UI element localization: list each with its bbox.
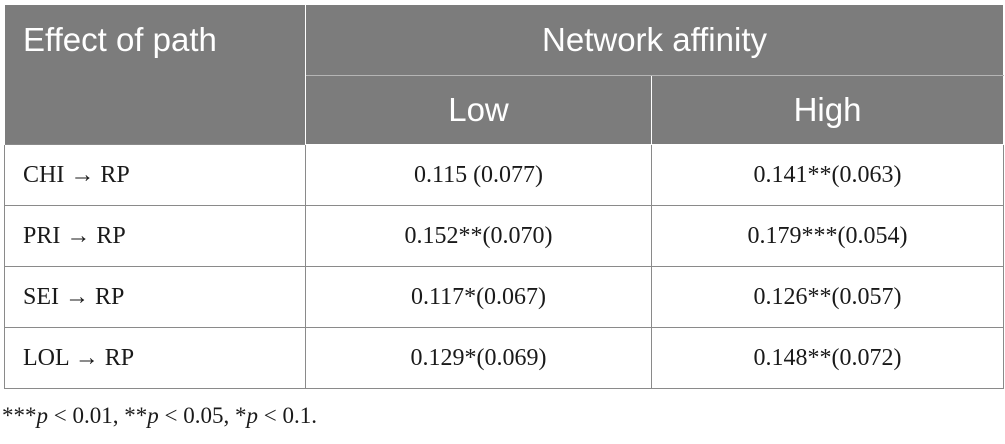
header-network-affinity: Network affinity [304,4,1005,76]
footnote-threshold-3: < 0.1. [257,403,317,428]
footnote-stars-1: *** [2,403,37,428]
table-row: CHI → RP 0.115 (0.077) 0.141**(0.063) [4,144,1005,206]
header-row-1: Effect of path Network affinity [4,4,1005,145]
table-row: PRI → RP 0.152**(0.070) 0.179***(0.054) [4,205,1005,267]
footnote-p-3: p [246,403,258,428]
significance-footnote: ***p < 0.01, **p < 0.05, *p < 0.1. [2,403,317,429]
high-value-cell: 0.141**(0.063) [650,144,1005,206]
table-row: LOL → RP 0.129*(0.069) 0.148**(0.072) [4,327,1005,389]
footnote-p-2: p [147,403,159,428]
results-table: Effect of path Network affinity Low High… [4,4,1005,389]
path-cell: CHI → RP [4,144,306,206]
footnote-stars-2: ** [124,403,148,428]
high-value-cell: 0.179***(0.054) [650,205,1005,267]
high-value-cell: 0.126**(0.057) [650,266,1005,328]
path-cell: SEI → RP [4,266,306,328]
footnote-threshold-2: < 0.05, [158,403,235,428]
footnote-stars-3: * [234,403,247,428]
header-row-2: Low High [5,75,1005,145]
results-table-container: Effect of path Network affinity Low High… [4,4,1005,389]
footnote-p-1: p [36,403,49,428]
header-effect-of-path: Effect of path [4,4,306,145]
low-value-cell: 0.129*(0.069) [305,327,652,389]
low-value-cell: 0.117*(0.067) [305,266,652,328]
low-value-cell: 0.152**(0.070) [305,205,652,267]
high-value-cell: 0.148**(0.072) [650,327,1005,389]
path-cell: PRI → RP [4,205,306,267]
low-value-cell: 0.115 (0.077) [305,144,652,206]
header-high: High [650,75,1005,145]
path-cell: LOL → RP [4,327,306,389]
table-row: SEI → RP 0.117*(0.067) 0.126**(0.057) [4,266,1005,328]
header-low: Low [305,75,652,145]
footnote-threshold-1: < 0.01, [48,403,125,428]
